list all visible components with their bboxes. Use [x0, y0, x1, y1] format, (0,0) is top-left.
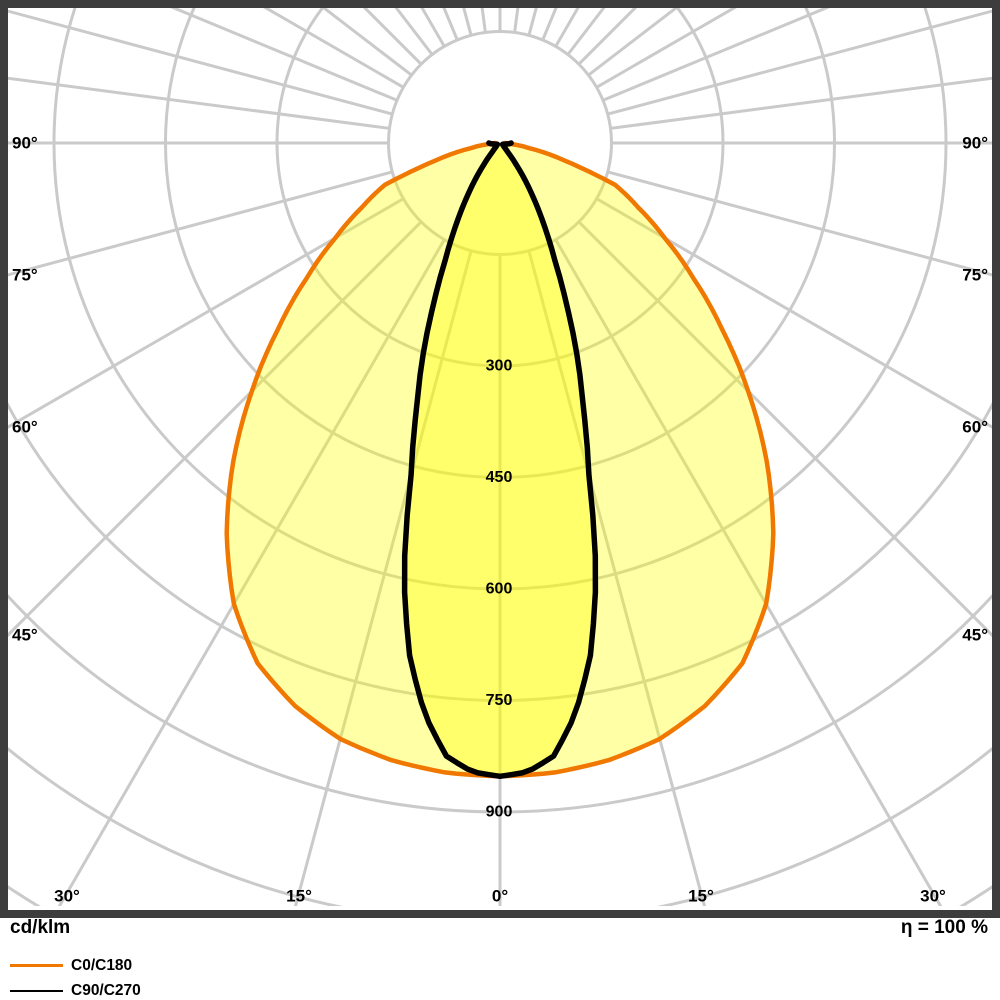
grid-ray-major-60	[595, 197, 992, 429]
legend-label-c0-c180: C0/C180	[71, 956, 133, 974]
ring-label-450: 450	[486, 469, 513, 486]
grid-ray-major-15	[527, 250, 707, 906]
angle-label-left-90: 90°	[12, 134, 38, 153]
grid-ray-major-120	[595, 8, 737, 89]
legend-swatch-c90-c270	[10, 989, 63, 992]
legend-label-c90-c270: C90/C270	[71, 981, 141, 999]
angle-label-left-30: 30°	[54, 887, 80, 906]
angle-label-left-75: 75°	[12, 265, 38, 284]
grid-ray-major-300	[8, 197, 405, 429]
grid-ray-major-30	[554, 238, 943, 906]
angle-label-right-75: 75°	[962, 265, 988, 284]
curve-fill-c90-c270	[404, 143, 596, 777]
legend-row-c0: C0/C180	[10, 953, 141, 978]
grid-ray-major-105	[607, 9, 992, 116]
ring-label-600: 600	[486, 581, 513, 598]
legend: C0/C180 C90/C270	[10, 953, 141, 1000]
angle-label-left-60: 60°	[12, 418, 38, 437]
curve-c90-c270	[401, 140, 599, 780]
grid-ray-major-45	[577, 220, 992, 638]
unit-label: cd/klm	[10, 917, 71, 938]
grid-ray-major-330	[57, 238, 446, 906]
grid-ray-major-240	[263, 8, 405, 89]
angle-label-right-30: 30°	[920, 887, 946, 906]
ring-labels: 300 450 600 750 900	[486, 358, 513, 821]
grid-ray-minor-262.5	[8, 76, 390, 130]
angle-label-right-15: 15°	[688, 887, 714, 906]
curve-fill-c0-c180	[226, 143, 774, 777]
grid-ray-major-345	[293, 250, 473, 906]
ring-label-300: 300	[486, 358, 513, 375]
grid-ray-minor-112.5	[602, 8, 830, 102]
grid-ray-minor-247.5	[170, 8, 398, 102]
legend-swatch-c0-c180	[10, 964, 63, 967]
angle-label-right-60: 60°	[962, 418, 988, 437]
efficiency-label: η = 100 %	[900, 917, 988, 938]
curve-fills	[226, 143, 774, 777]
angle-label-left-15: 15°	[286, 887, 312, 906]
grid-ray-major-255	[8, 9, 393, 116]
legend-row-c90: C90/C270	[10, 978, 141, 1000]
grid-ray-major-315	[8, 220, 423, 638]
angle-labels: 0° 15° 15° 30° 30° 45° 45° 60° 60° 75° 75° 90° 90°	[12, 134, 988, 906]
angle-label-0: 0°	[492, 887, 508, 906]
angle-label-right-90: 90°	[962, 134, 988, 153]
ring-label-750: 750	[486, 692, 513, 709]
grid-ray-major-75	[607, 170, 992, 277]
angle-label-left-45: 45°	[12, 626, 38, 645]
grid-ray-major-285	[8, 170, 393, 277]
plot-frame	[0, 0, 1000, 918]
angle-label-right-45: 45°	[962, 626, 988, 645]
curves	[224, 140, 776, 780]
ring-label-900: 900	[486, 804, 513, 821]
grid-ray-minor-97.5	[610, 76, 992, 130]
